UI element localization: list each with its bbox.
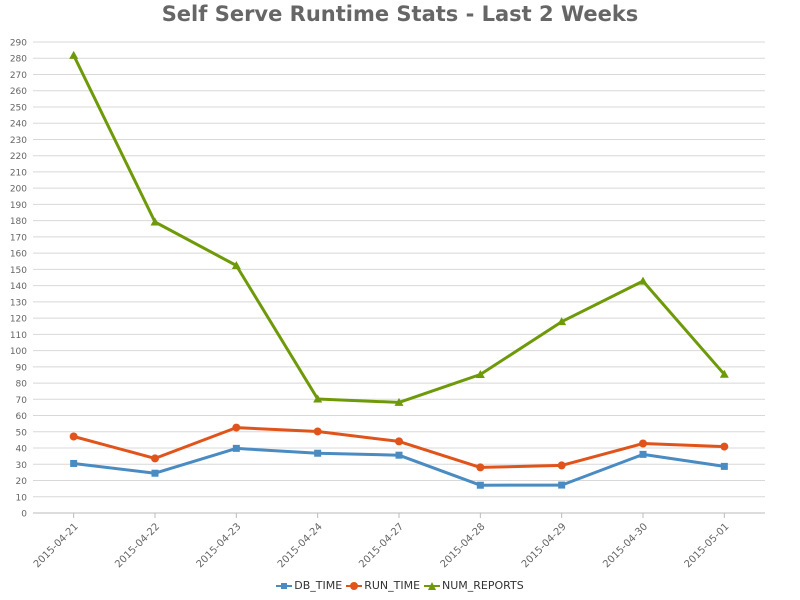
y-tick-label: 50 (16, 428, 28, 438)
y-tick-label: 10 (16, 493, 28, 503)
data-point[interactable] (476, 481, 484, 489)
y-tick-label: 200 (10, 185, 27, 195)
data-point[interactable] (231, 260, 241, 269)
legend-swatch (276, 581, 293, 591)
legend-label: RUN_TIME (364, 579, 421, 592)
x-tick-labels: 2015-04-21 2015-04-22 2015-04-23 2015-04-24… (32, 521, 732, 570)
data-point[interactable] (557, 317, 567, 326)
axes (33, 512, 765, 518)
x-tick-label: 2015-04-30 (601, 521, 650, 570)
data-point[interactable] (395, 437, 403, 446)
y-tick-label: 40 (16, 445, 28, 455)
x-tick-label: 2015-04-22 (113, 521, 162, 570)
y-tick-label: 130 (10, 298, 27, 308)
data-point[interactable] (720, 462, 728, 470)
data-point[interactable] (70, 459, 78, 467)
y-tick-label: 100 (10, 347, 27, 357)
data-point[interactable] (151, 454, 159, 463)
x-tick-label: 2015-04-24 (276, 521, 325, 570)
data-point[interactable] (476, 463, 485, 472)
data-point[interactable] (69, 432, 78, 441)
legend-item[interactable]: RUN_TIME (346, 579, 420, 592)
y-tick-label: 210 (10, 168, 27, 178)
data-point[interactable] (557, 461, 566, 470)
y-tick-label: 120 (10, 315, 27, 325)
gridlines (33, 41, 765, 498)
y-tick-label: 70 (16, 396, 28, 406)
y-tick-label: 110 (10, 331, 27, 341)
legend-label: DB_TIME (294, 579, 343, 592)
data-point[interactable] (313, 427, 322, 436)
data-point[interactable] (232, 423, 241, 432)
data-point[interactable] (151, 469, 159, 477)
x-tick-label: 2015-04-21 (32, 521, 81, 570)
data-point[interactable] (638, 276, 648, 285)
y-tick-label: 140 (10, 282, 27, 292)
data-point[interactable] (232, 444, 240, 452)
y-tick-label: 30 (16, 461, 28, 471)
x-tick-label: 2015-04-29 (520, 521, 569, 570)
data-point[interactable] (313, 394, 323, 403)
y-tick-label: 60 (16, 412, 28, 422)
y-tick-label: 190 (10, 201, 27, 211)
y-tick-label: 170 (10, 233, 27, 243)
y-tick-label: 20 (16, 477, 28, 487)
y-tick-label: 280 (10, 55, 27, 65)
y-tick-labels: 0 10 20 30 40 50 60 70 80 90 100 110 120 130 140 150 160… (10, 39, 27, 520)
y-tick-label: 150 (10, 266, 27, 276)
data-point[interactable] (558, 481, 566, 489)
y-tick-label: 270 (10, 71, 27, 81)
data-point[interactable] (719, 369, 729, 378)
y-tick-label: 240 (10, 120, 27, 130)
legend-swatch (424, 581, 441, 591)
x-tick-label: 2015-04-23 (195, 521, 244, 570)
y-tick-label: 160 (10, 250, 27, 260)
series-markers (69, 50, 729, 489)
y-tick-label: 0 (21, 510, 27, 520)
data-point[interactable] (639, 450, 647, 458)
y-tick-label: 260 (10, 87, 27, 97)
legend: DB_TIME RUN_TIME NUM_REPORTS (0, 579, 800, 594)
x-tick-label: 2015-05-01 (683, 521, 732, 570)
data-point[interactable] (395, 451, 403, 459)
y-tick-label: 80 (16, 380, 28, 390)
data-point[interactable] (394, 397, 404, 406)
y-tick-label: 230 (10, 136, 27, 146)
x-tick-label: 2015-04-27 (357, 521, 406, 570)
data-point[interactable] (69, 50, 79, 59)
legend-swatch (346, 581, 363, 591)
data-point[interactable] (720, 442, 729, 451)
y-tick-label: 290 (10, 39, 27, 49)
chart-title: Self Serve Runtime Stats - Last 2 Weeks (161, 2, 639, 26)
x-tick-label: 2015-04-28 (439, 521, 488, 570)
data-point[interactable] (314, 449, 322, 457)
series-lines (72, 53, 726, 487)
y-tick-label: 220 (10, 152, 27, 162)
y-tick-label: 180 (10, 217, 27, 227)
legend-label: NUM_REPORTS (442, 579, 524, 592)
y-tick-label: 90 (16, 363, 28, 373)
legend-item[interactable]: NUM_REPORTS (424, 579, 524, 592)
data-point[interactable] (475, 369, 485, 378)
y-tick-label: 250 (10, 103, 27, 113)
data-point[interactable] (639, 439, 647, 448)
data-point[interactable] (150, 217, 160, 226)
legend-item[interactable]: DB_TIME (276, 579, 342, 592)
